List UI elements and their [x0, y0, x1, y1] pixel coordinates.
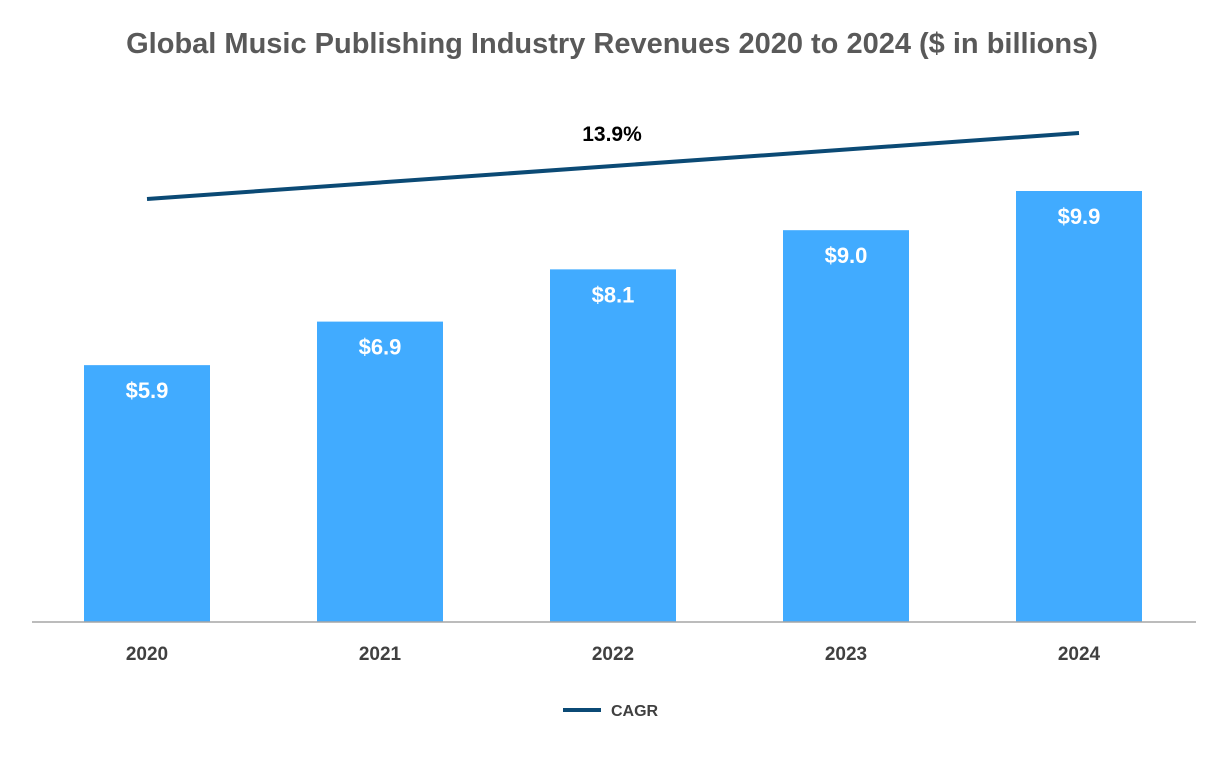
- data-label-2022: $8.1: [592, 282, 635, 307]
- legend-label: CAGR: [611, 703, 659, 720]
- x-tick-label-2022: 2022: [592, 644, 634, 665]
- data-label-2021: $6.9: [359, 335, 402, 360]
- x-tick-label-2023: 2023: [825, 644, 867, 665]
- cagr-label: 13.9%: [582, 123, 642, 146]
- bar-2021: [317, 321, 443, 622]
- cagr-line: [146, 131, 1080, 201]
- x-tick-label-2020: 2020: [126, 644, 168, 665]
- data-label-2023: $9.0: [825, 243, 868, 268]
- chart-title: Global Music Publishing Industry Revenue…: [126, 28, 1098, 60]
- bar-2024: [1016, 191, 1142, 622]
- x-axis-ticks: 2020 2021 2022 2023 2024: [126, 644, 1101, 665]
- bar-2022: [550, 269, 676, 622]
- legend: CAGR: [563, 703, 659, 720]
- data-labels-layer: $5.9 $6.9 $8.1 $9.0 $9.9: [126, 204, 1101, 403]
- bar-2023: [783, 230, 909, 622]
- data-label-2020: $5.9: [126, 378, 169, 403]
- bar-2020: [84, 365, 210, 622]
- x-tick-label-2024: 2024: [1058, 644, 1101, 665]
- data-label-2024: $9.9: [1058, 204, 1101, 229]
- bars-layer: [84, 191, 1142, 622]
- x-tick-label-2021: 2021: [359, 644, 402, 665]
